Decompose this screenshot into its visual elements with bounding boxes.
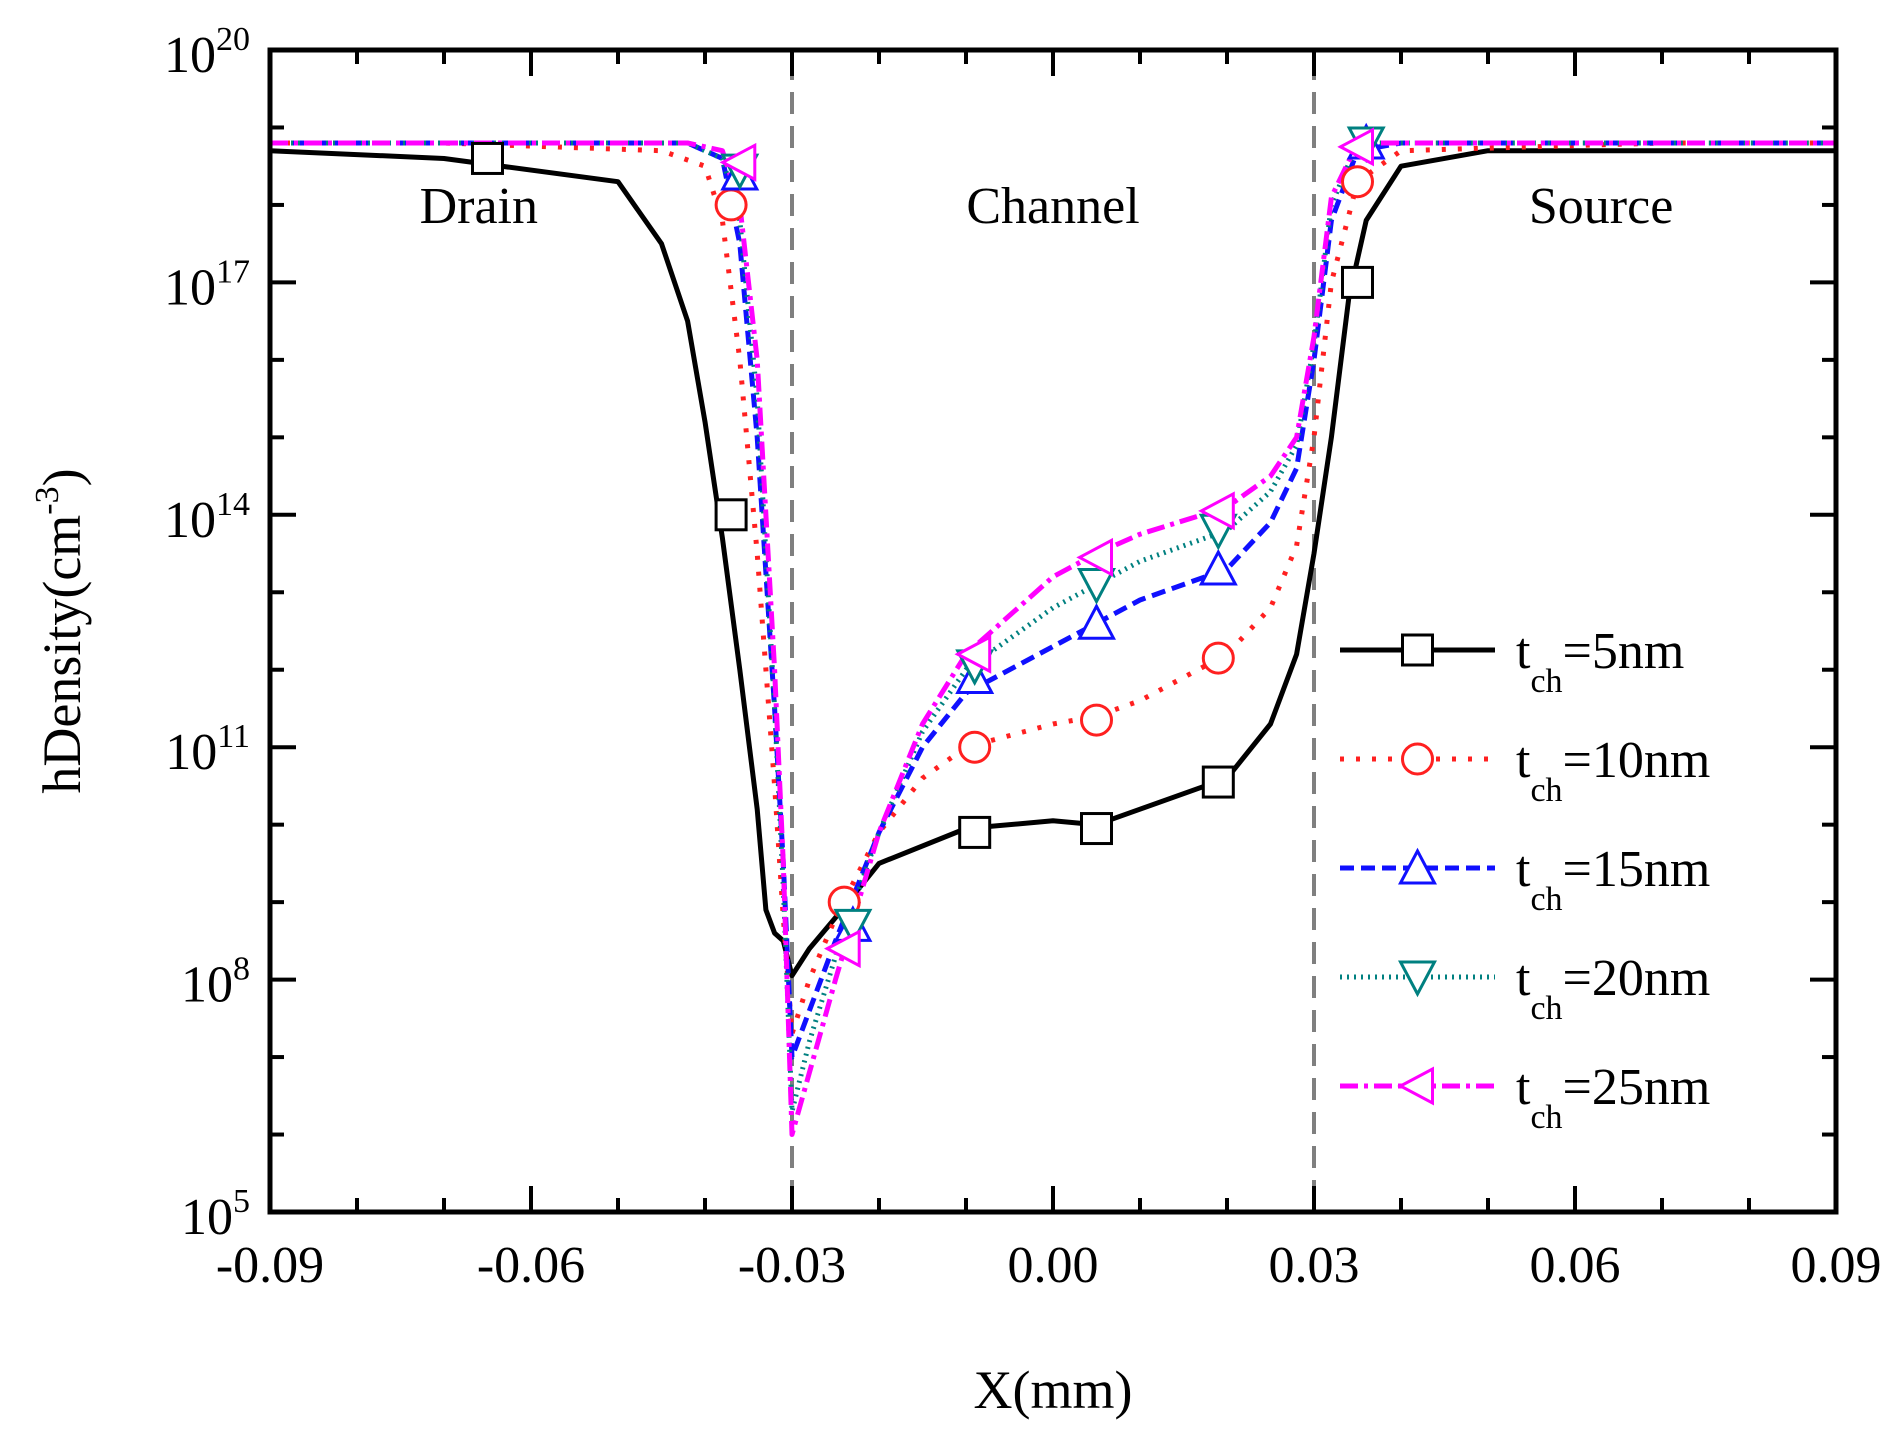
triangle-left-marker — [719, 142, 757, 182]
y-axis-label-main: hDensity(cm — [32, 515, 92, 794]
legend-label-prefix: t — [1516, 841, 1531, 898]
x-tick-label: -0.09 — [216, 1237, 324, 1294]
circle-marker — [958, 730, 992, 764]
triangle-up-marker — [1198, 548, 1238, 586]
series-marker-group — [471, 122, 1386, 969]
y-axis-label: hDensity(cm-3) — [29, 468, 92, 793]
square-marker — [958, 815, 992, 849]
y-axis-label-sup: -3 — [29, 486, 66, 514]
legend-label: tch=20nm — [1516, 950, 1710, 1027]
y-tick-label-base: 10 — [164, 492, 216, 549]
x-tick-label: 0.09 — [1791, 1237, 1882, 1294]
y-tick-label-exponent: 17 — [216, 253, 250, 290]
square-marker — [471, 141, 504, 175]
triangle-down-marker — [833, 908, 873, 946]
square-marker — [1401, 633, 1434, 667]
circle-marker — [1341, 165, 1374, 199]
triangle-down-marker — [1398, 960, 1437, 998]
legend-label: tch=15nm — [1516, 841, 1710, 918]
legend-entry: tch=25nm — [1340, 1059, 1710, 1136]
y-axis-label-close: ) — [32, 468, 92, 486]
series-line-3 — [270, 140, 1836, 1060]
legend-label-prefix: t — [1516, 732, 1531, 789]
series-line-5 — [270, 140, 1836, 1137]
x-tick-label: 0.06 — [1530, 1237, 1621, 1294]
triangle-left-marker — [1198, 491, 1235, 531]
legend-label-suffix: =10nm — [1563, 732, 1711, 789]
legend-label-subscript: ch — [1530, 663, 1562, 700]
legend-label-subscript: ch — [1530, 772, 1562, 809]
y-tick-label-exponent: 20 — [216, 21, 250, 58]
y-tick-label-base: 10 — [181, 957, 233, 1014]
legend-label-subscript: ch — [1530, 881, 1562, 918]
legend-label: tch=5nm — [1516, 623, 1684, 700]
y-tick-label-base: 10 — [164, 259, 216, 316]
y-tick-label: 1011 — [165, 718, 250, 781]
y-tick-label: 1020 — [164, 21, 250, 84]
region-label: Source — [1529, 178, 1673, 235]
square-marker — [714, 498, 748, 532]
circle-marker — [1201, 641, 1235, 675]
square-marker — [1201, 765, 1235, 799]
square-marker — [1080, 812, 1113, 846]
triangle-left-marker — [1397, 1066, 1434, 1106]
y-tick-label-base: 10 — [164, 27, 216, 84]
legend-label-suffix: =25nm — [1563, 1059, 1711, 1116]
x-tick-label: 0.00 — [1008, 1237, 1099, 1294]
x-tick-label: -0.06 — [477, 1237, 585, 1294]
legend-label-prefix: t — [1516, 1059, 1531, 1116]
y-tick-label: 1014 — [164, 486, 250, 549]
y-tick-label: 105 — [181, 1183, 250, 1246]
region-label: Channel — [966, 178, 1139, 235]
legend-label-subscript: ch — [1530, 1099, 1562, 1136]
legend-label-prefix: t — [1516, 950, 1531, 1007]
x-tick-label-group: -0.09 -0.06 -0.03 0.00 0.03 0.06 0.09 — [216, 1237, 1882, 1294]
circle-marker — [1401, 742, 1434, 776]
legend-entry: tch=10nm — [1340, 732, 1710, 809]
x-tick-label: -0.03 — [738, 1237, 846, 1294]
legend-entry: tch=5nm — [1340, 623, 1684, 700]
triangle-left-marker — [1076, 537, 1113, 577]
triangle-left-marker — [954, 634, 992, 674]
triangle-up-marker — [1398, 847, 1437, 885]
legend-label-suffix: =15nm — [1563, 841, 1711, 898]
legend-label: tch=25nm — [1516, 1059, 1710, 1136]
triangle-up-marker — [1077, 603, 1116, 640]
circle-marker — [1080, 703, 1113, 737]
legend-label-suffix: =20nm — [1563, 950, 1711, 1007]
y-tick-label-exponent: 11 — [217, 718, 250, 755]
x-axis-label: X(mm) — [974, 1360, 1133, 1420]
region-label: Drain — [420, 178, 538, 235]
region-label-group: Drain Channel Source — [420, 178, 1674, 235]
legend-entry: tch=20nm — [1340, 950, 1710, 1027]
legend-label-subscript: ch — [1530, 990, 1562, 1027]
legend-entry: tch=15nm — [1340, 841, 1710, 918]
triangle-left-marker — [1337, 127, 1374, 167]
x-tick-label: 0.03 — [1269, 1237, 1360, 1294]
triangle-left-marker — [824, 929, 861, 969]
circle-marker — [714, 188, 748, 222]
y-tick-label-exponent: 5 — [233, 1183, 250, 1220]
y-tick-label-exponent: 8 — [233, 951, 250, 988]
y-tick-label-base: 10 — [165, 724, 217, 781]
y-tick-label: 108 — [181, 951, 250, 1014]
y-tick-label-exponent: 14 — [216, 486, 250, 523]
axis-tick-group — [268, 48, 1838, 1214]
square-marker — [1341, 265, 1374, 299]
legend-label: tch=10nm — [1516, 732, 1710, 809]
triangle-down-marker — [1077, 568, 1116, 605]
legend-label-suffix: =5nm — [1563, 623, 1685, 680]
y-tick-label: 1017 — [164, 253, 250, 316]
series-line-2 — [270, 140, 1836, 1037]
y-tick-label-base: 10 — [181, 1189, 233, 1246]
legend-label-prefix: t — [1516, 623, 1531, 680]
